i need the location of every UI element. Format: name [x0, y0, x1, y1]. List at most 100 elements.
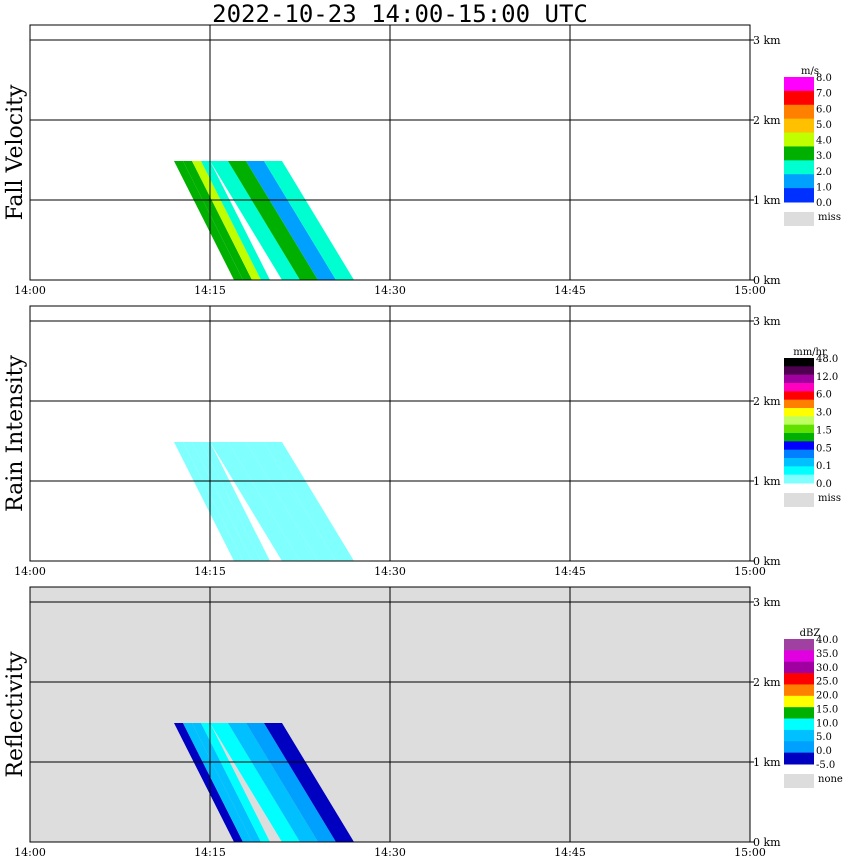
x-tick-label: 14:15 — [194, 846, 226, 859]
panel-3: 14:00 14:15 14:30 14:45 15:000 km 1 km 2 km 3 k… — [3, 586, 843, 859]
colorbar-label: 2.0 — [816, 167, 832, 178]
colorbar-label: 10.0 — [816, 718, 838, 729]
colorbar-missing-swatch — [784, 493, 814, 507]
colorbar-label: 6.0 — [816, 104, 832, 115]
feature-2-strip-2 — [228, 161, 318, 280]
y-tick-label: 3 km — [753, 315, 781, 328]
feature-2-strip-1 — [210, 161, 300, 280]
feature-2-strip-2 — [228, 442, 318, 561]
chart-title: 2022-10-23 14:00-15:00 UTC — [212, 0, 588, 28]
feature-2-strip-2 — [228, 723, 318, 842]
colorbar-label: 48.0 — [816, 354, 838, 365]
colorbar-unit: dBZ — [800, 628, 821, 639]
colorbar-swatch — [784, 684, 814, 697]
x-tick-label: 14:45 — [554, 846, 586, 859]
x-tick-label: 14:30 — [374, 284, 406, 297]
y-tick-label: 1 km — [753, 475, 781, 488]
colorbar-label: 20.0 — [816, 691, 838, 702]
x-tick-label: 15:00 — [734, 284, 766, 297]
feature-1-strip-3 — [192, 161, 261, 280]
feature-2-strip-3 — [246, 723, 336, 842]
colorbar-label: 0.5 — [816, 443, 832, 454]
colorbar-swatch — [784, 358, 814, 367]
colorbar-swatch — [784, 118, 814, 134]
x-tick-label: 14:15 — [194, 565, 226, 578]
feature-2-strip-1 — [210, 442, 300, 561]
colorbar-swatch — [784, 433, 814, 442]
x-tick-label: 14:30 — [374, 846, 406, 859]
feature-2-strip-4 — [264, 442, 354, 561]
colorbar-label: 3.0 — [816, 151, 832, 162]
colorbar-label: 15.0 — [816, 704, 838, 715]
x-tick-label: 14:00 — [14, 565, 46, 578]
colorbar-label: 1.0 — [816, 182, 832, 193]
feature-1-strip-4 — [201, 442, 270, 561]
y-tick-label: 0 km — [753, 555, 781, 568]
colorbar-swatch — [784, 104, 814, 120]
y-tick-label: 2 km — [753, 114, 781, 127]
colorbar-label: 6.0 — [816, 390, 832, 401]
colorbar-label: 7.0 — [816, 89, 832, 100]
panel-label: Rain Intensity — [3, 354, 28, 511]
colorbar-label: 12.0 — [816, 372, 838, 383]
x-tick-label: 14:00 — [14, 846, 46, 859]
colorbar-swatch — [784, 441, 814, 451]
x-tick-label: 14:45 — [554, 565, 586, 578]
colorbar-swatch — [784, 132, 814, 147]
colorbar-missing-label: miss — [818, 493, 841, 504]
feature-1-strip-1 — [174, 442, 243, 561]
colorbar-missing-swatch — [784, 774, 814, 788]
colorbar-label: 0.1 — [816, 461, 832, 472]
colorbar-swatch — [784, 718, 814, 731]
colorbar-swatch — [784, 160, 814, 175]
feature-1-strip-3 — [192, 723, 261, 842]
colorbar-swatch — [784, 458, 814, 467]
feature-1-strip-2 — [183, 723, 252, 842]
y-tick-label: 0 km — [753, 836, 781, 849]
feature-2-strip-4 — [264, 723, 354, 842]
x-tick-label: 15:00 — [734, 846, 766, 859]
colorbar-swatch — [784, 449, 814, 459]
colorbar-label: 4.0 — [816, 136, 832, 147]
colorbar-swatch — [784, 729, 814, 742]
colorbar-swatch — [784, 741, 814, 754]
colorbar-missing-label: miss — [818, 212, 841, 223]
plot-frame — [29, 305, 751, 562]
colorbar-swatch — [784, 661, 814, 674]
colorbar-label: 30.0 — [816, 663, 838, 674]
y-tick-label: 0 km — [753, 274, 781, 287]
x-tick-label: 14:15 — [194, 284, 226, 297]
colorbar-swatch — [784, 366, 814, 376]
feature-1-strip-1 — [174, 723, 243, 842]
plot-frame — [29, 24, 751, 281]
panel-label: Reflectivity — [3, 651, 28, 778]
colorbar-label: 0.0 — [816, 746, 832, 757]
x-tick-label: 14:30 — [374, 565, 406, 578]
colorbar-swatch — [784, 391, 814, 401]
feature-2-strip-3 — [246, 161, 336, 280]
colorbar-missing-swatch — [784, 212, 814, 226]
colorbar-swatch — [784, 416, 814, 426]
feature-2-strip-3 — [246, 442, 336, 561]
colorbar-label: 40.0 — [816, 635, 838, 646]
x-tick-label: 14:45 — [554, 284, 586, 297]
colorbar-swatch — [784, 399, 814, 409]
colorbar-label: 5.0 — [816, 120, 832, 131]
colorbar-label: 0.0 — [816, 479, 832, 490]
colorbar-swatch — [784, 146, 814, 161]
feature-1-strip-2 — [183, 442, 252, 561]
colorbar-label: -5.0 — [816, 760, 835, 771]
colorbar-swatch — [784, 639, 814, 651]
panel-2: 14:00 14:15 14:30 14:45 15:000 km 1 km 2 km 3 k… — [3, 305, 841, 578]
colorbar-swatch — [784, 408, 814, 417]
colorbar-swatch — [784, 77, 814, 92]
colorbar-label: 0.0 — [816, 198, 832, 209]
colorbar-label: 25.0 — [816, 677, 838, 688]
colorbar-swatch — [784, 188, 814, 203]
colorbar-swatch — [784, 374, 814, 384]
colorbar-swatch — [784, 673, 814, 685]
colorbar-label: 5.0 — [816, 732, 832, 743]
y-tick-label: 1 km — [753, 194, 781, 207]
panel-1: 14:00 14:15 14:30 14:45 15:000 km 1 km 2 km 3 k… — [3, 24, 841, 297]
